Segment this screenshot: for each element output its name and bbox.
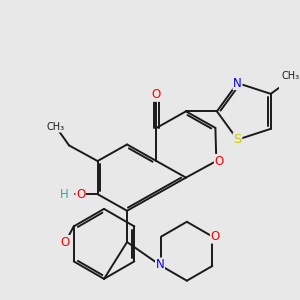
Text: N: N xyxy=(233,76,242,89)
Text: O: O xyxy=(61,236,70,248)
Text: CH₃: CH₃ xyxy=(282,71,300,82)
Text: H: H xyxy=(60,188,69,201)
Text: O: O xyxy=(214,154,224,167)
Text: S: S xyxy=(233,133,242,146)
Text: O: O xyxy=(152,88,161,101)
Text: CH₃: CH₃ xyxy=(46,122,64,132)
Text: O: O xyxy=(211,230,220,243)
Text: O: O xyxy=(76,188,85,201)
Text: N: N xyxy=(156,258,164,271)
